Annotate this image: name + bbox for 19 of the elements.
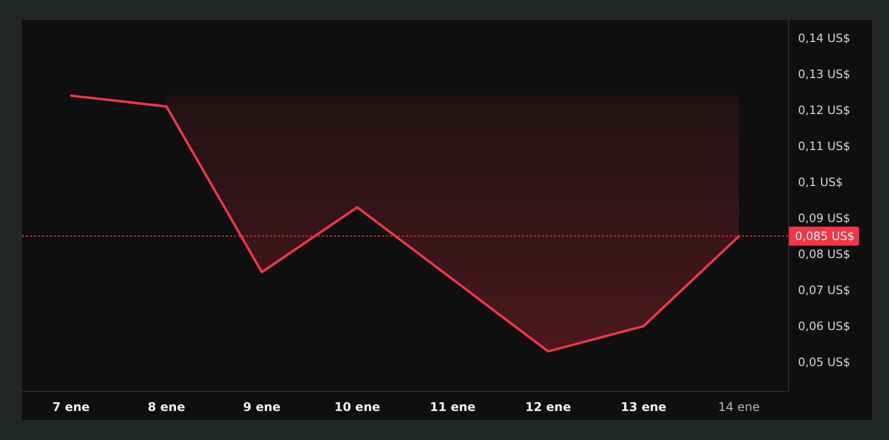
y-tick-label: 0,14 US$ — [798, 31, 850, 46]
y-tick-label: 0,12 US$ — [798, 103, 850, 118]
y-tick-label: 0,13 US$ — [798, 67, 850, 82]
x-tick-label: 13 ene — [620, 400, 666, 414]
x-tick-label: 14 ene — [718, 400, 760, 414]
y-tick-label: 0,05 US$ — [798, 355, 850, 370]
y-tick-label: 0,08 US$ — [798, 247, 850, 262]
y-tick-label: 0,07 US$ — [798, 283, 850, 298]
x-tick-label: 10 ene — [334, 400, 380, 414]
x-tick-label: 11 ene — [430, 400, 476, 414]
y-tick-label: 0,11 US$ — [798, 139, 850, 154]
x-tick-label: 12 ene — [525, 400, 571, 414]
y-tick-label: 0,1 US$ — [798, 175, 843, 190]
x-tick-label: 9 ene — [243, 400, 281, 414]
ref-line-label: 0,085 US$ — [795, 229, 855, 244]
x-tick-label: 7 ene — [52, 400, 90, 414]
x-tick-label: 8 ene — [148, 400, 186, 414]
y-tick-label: 0,06 US$ — [798, 319, 850, 334]
y-tick-label: 0,09 US$ — [798, 211, 850, 226]
